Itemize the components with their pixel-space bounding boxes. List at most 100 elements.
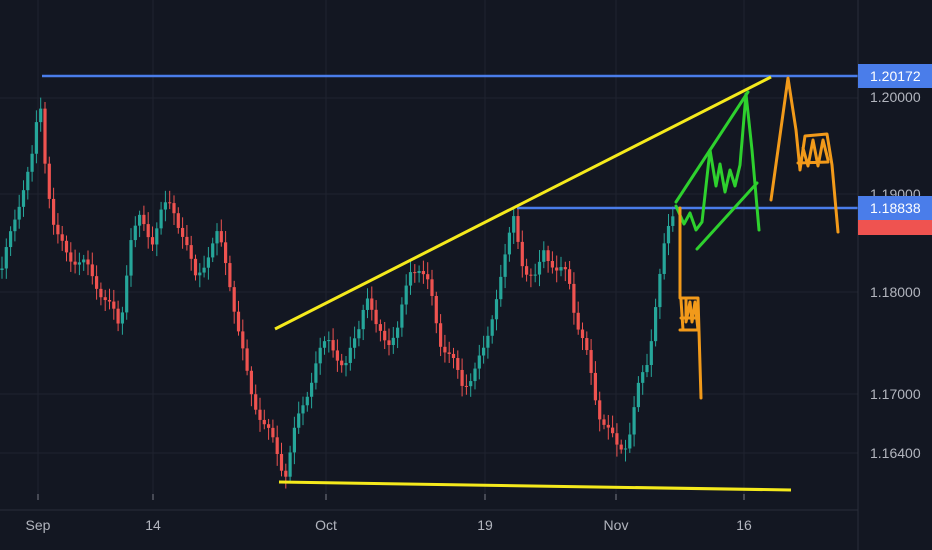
candle-body xyxy=(520,241,524,267)
candle-body xyxy=(284,470,288,477)
candle-body xyxy=(559,267,563,271)
y-tick-label: 1.18000 xyxy=(870,284,921,300)
rising-wedge-wave[interactable] xyxy=(674,92,761,232)
candle-body xyxy=(267,424,271,428)
price-axis[interactable]: 1.20000 1.19000 1.18000 1.17000 1.16400 … xyxy=(858,64,932,461)
candle-body xyxy=(189,245,193,259)
candle-body xyxy=(34,122,38,154)
candle-body xyxy=(512,216,516,233)
time-axis[interactable]: Sep 14 Oct 19 Nov 16 xyxy=(26,494,752,533)
candle-body xyxy=(602,419,606,425)
candle-body xyxy=(163,202,167,210)
candle-body xyxy=(297,413,301,428)
candle-body xyxy=(103,297,107,301)
lower-trendline[interactable] xyxy=(278,480,792,492)
candle-body xyxy=(361,309,365,330)
candle-body xyxy=(516,216,520,242)
candle-body xyxy=(107,300,112,302)
candle-body xyxy=(254,394,258,410)
candle-body xyxy=(490,319,494,336)
candle-body xyxy=(90,264,94,277)
candle-body xyxy=(469,381,473,387)
candle-body xyxy=(568,269,572,284)
candle-body xyxy=(82,259,86,263)
candle-body xyxy=(146,224,150,238)
candle-body xyxy=(249,370,253,395)
candle-body xyxy=(598,400,602,420)
rising-wedge-lower-line[interactable] xyxy=(695,181,759,251)
candle-body xyxy=(236,311,241,332)
rising-wedge-upper-line[interactable] xyxy=(674,90,750,204)
candle-body xyxy=(451,353,456,359)
x-tick-label: Oct xyxy=(315,517,337,533)
candle-body xyxy=(129,240,133,276)
current-price-marker xyxy=(858,218,932,235)
x-tick-label: 14 xyxy=(145,517,161,533)
candle-body xyxy=(215,231,219,244)
candle-body xyxy=(413,272,417,274)
candle-body xyxy=(606,424,610,428)
candle-body xyxy=(47,163,51,199)
candle-body xyxy=(555,267,559,271)
chart-drawings xyxy=(42,74,858,492)
candle-body xyxy=(155,228,159,245)
candle-body xyxy=(619,444,623,450)
projection-right-path[interactable] xyxy=(769,76,840,234)
candle-body xyxy=(292,427,296,453)
candle-body xyxy=(537,261,542,275)
candle-body xyxy=(64,240,69,253)
candle-body xyxy=(632,407,636,435)
candle-body xyxy=(318,347,322,364)
candle-body xyxy=(374,309,378,325)
candle-body xyxy=(271,427,275,438)
candle-body xyxy=(546,250,550,262)
candle-body xyxy=(172,203,176,214)
candle-body xyxy=(666,225,671,244)
candle-body xyxy=(56,224,60,235)
candle-body xyxy=(301,405,305,414)
candle-body xyxy=(120,312,124,324)
upper-trendline[interactable] xyxy=(274,75,772,331)
y-tick-label: 1.17000 xyxy=(870,386,921,402)
candle-body xyxy=(52,198,56,225)
candle-body xyxy=(331,340,335,351)
candle-body xyxy=(460,369,464,386)
candle-body xyxy=(593,372,597,401)
price-tag[interactable]: 1.20172 xyxy=(858,64,932,88)
candle-body xyxy=(353,338,357,348)
x-tick-label: Nov xyxy=(604,517,629,533)
candle-body xyxy=(525,266,529,275)
candle-body xyxy=(387,340,391,345)
price-tag[interactable]: 1.18838 xyxy=(858,196,932,220)
candle-body xyxy=(288,452,292,477)
svg-text:1.18838: 1.18838 xyxy=(870,200,921,216)
candle-body xyxy=(370,298,374,310)
candle-body xyxy=(434,295,438,324)
candle-body xyxy=(628,434,632,449)
candle-body xyxy=(9,231,13,248)
projection-left-path[interactable] xyxy=(678,206,703,400)
candle-body xyxy=(211,243,215,258)
candle-body xyxy=(494,299,499,320)
candle-body xyxy=(649,341,653,366)
candle-body xyxy=(482,347,486,356)
svg-text:1.20172: 1.20172 xyxy=(870,68,921,84)
candle-body xyxy=(572,283,576,313)
candle-body xyxy=(645,365,649,373)
candle-body xyxy=(408,272,413,286)
candle-body xyxy=(228,263,232,288)
candle-body xyxy=(589,350,593,373)
candle-body xyxy=(404,285,408,305)
candle-body xyxy=(443,346,447,353)
candle-body xyxy=(636,382,640,408)
candle-body xyxy=(671,216,675,226)
candle-body xyxy=(417,271,421,273)
candle-body xyxy=(168,202,172,204)
candle-body xyxy=(202,267,206,273)
candle-body xyxy=(486,335,490,348)
candle-body xyxy=(0,268,4,270)
candle-body xyxy=(623,448,628,450)
candle-body xyxy=(447,352,451,354)
candle-body xyxy=(322,341,327,348)
